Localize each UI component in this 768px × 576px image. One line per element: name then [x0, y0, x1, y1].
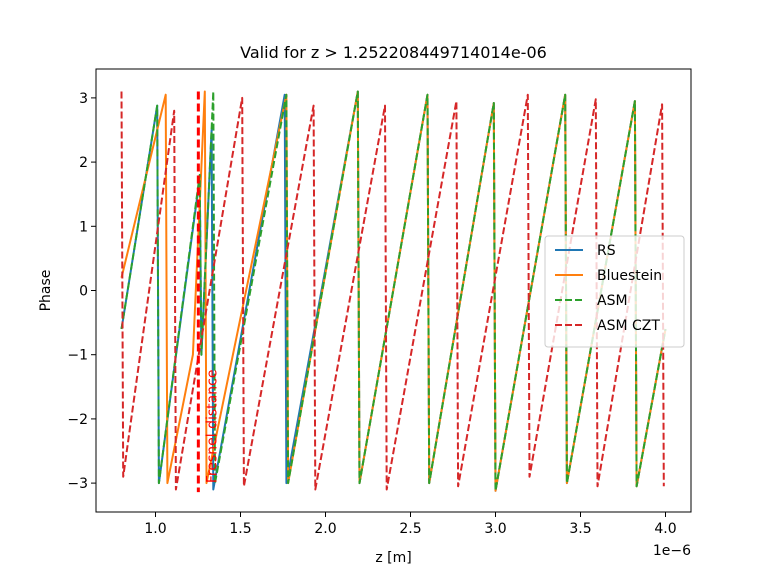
- chart-title: Valid for z > 1.252208449714014e-06: [240, 43, 547, 62]
- y-tick-label: −1: [67, 348, 88, 364]
- x-tick-label: 2.0: [314, 521, 336, 537]
- fresnel-distance-label: Fresnel distance: [204, 370, 220, 484]
- fresnel-annotation: Fresnel distance: [196, 91, 220, 493]
- legend-label-rs: RS: [597, 243, 616, 259]
- x-tick-label: 1.0: [144, 521, 166, 537]
- y-axis-ticks: −3 −2 −1 0 1 2 3: [67, 91, 96, 492]
- series-line-asm-czt: [120, 91, 665, 491]
- x-tick-label: 1.5: [229, 521, 251, 537]
- legend-label-asm: ASM: [597, 293, 628, 309]
- x-tick-label: 3.5: [569, 521, 591, 537]
- series-line-asm: [120, 90, 667, 492]
- x-offset-label: 1e−6: [653, 543, 691, 559]
- x-tick-label: 2.5: [399, 521, 421, 537]
- y-tick-label: 2: [79, 155, 88, 171]
- plot-frame: [95, 68, 692, 513]
- legend-box: [544, 235, 685, 348]
- x-axis-label: z [m]: [375, 550, 411, 566]
- legend-label-asm-czt: ASM CZT: [597, 318, 660, 334]
- y-tick-label: 3: [79, 91, 88, 107]
- y-axis-label: Phase: [38, 270, 54, 312]
- legend: RS Bluestein ASM ASM CZT: [544, 235, 685, 348]
- x-tick-label: 4.0: [654, 521, 676, 537]
- x-tick-label: 3.0: [484, 521, 506, 537]
- y-tick-label: −2: [67, 412, 88, 428]
- y-tick-label: 1: [79, 219, 88, 235]
- y-tick-label: 0: [79, 284, 88, 300]
- legend-label-bluestein: Bluestein: [597, 268, 662, 284]
- plot-lines: [120, 90, 667, 492]
- y-tick-label: −3: [67, 476, 88, 492]
- x-axis-ticks: 1.0 1.5 2.0 2.5 3.0 3.5 4.0: [144, 512, 677, 537]
